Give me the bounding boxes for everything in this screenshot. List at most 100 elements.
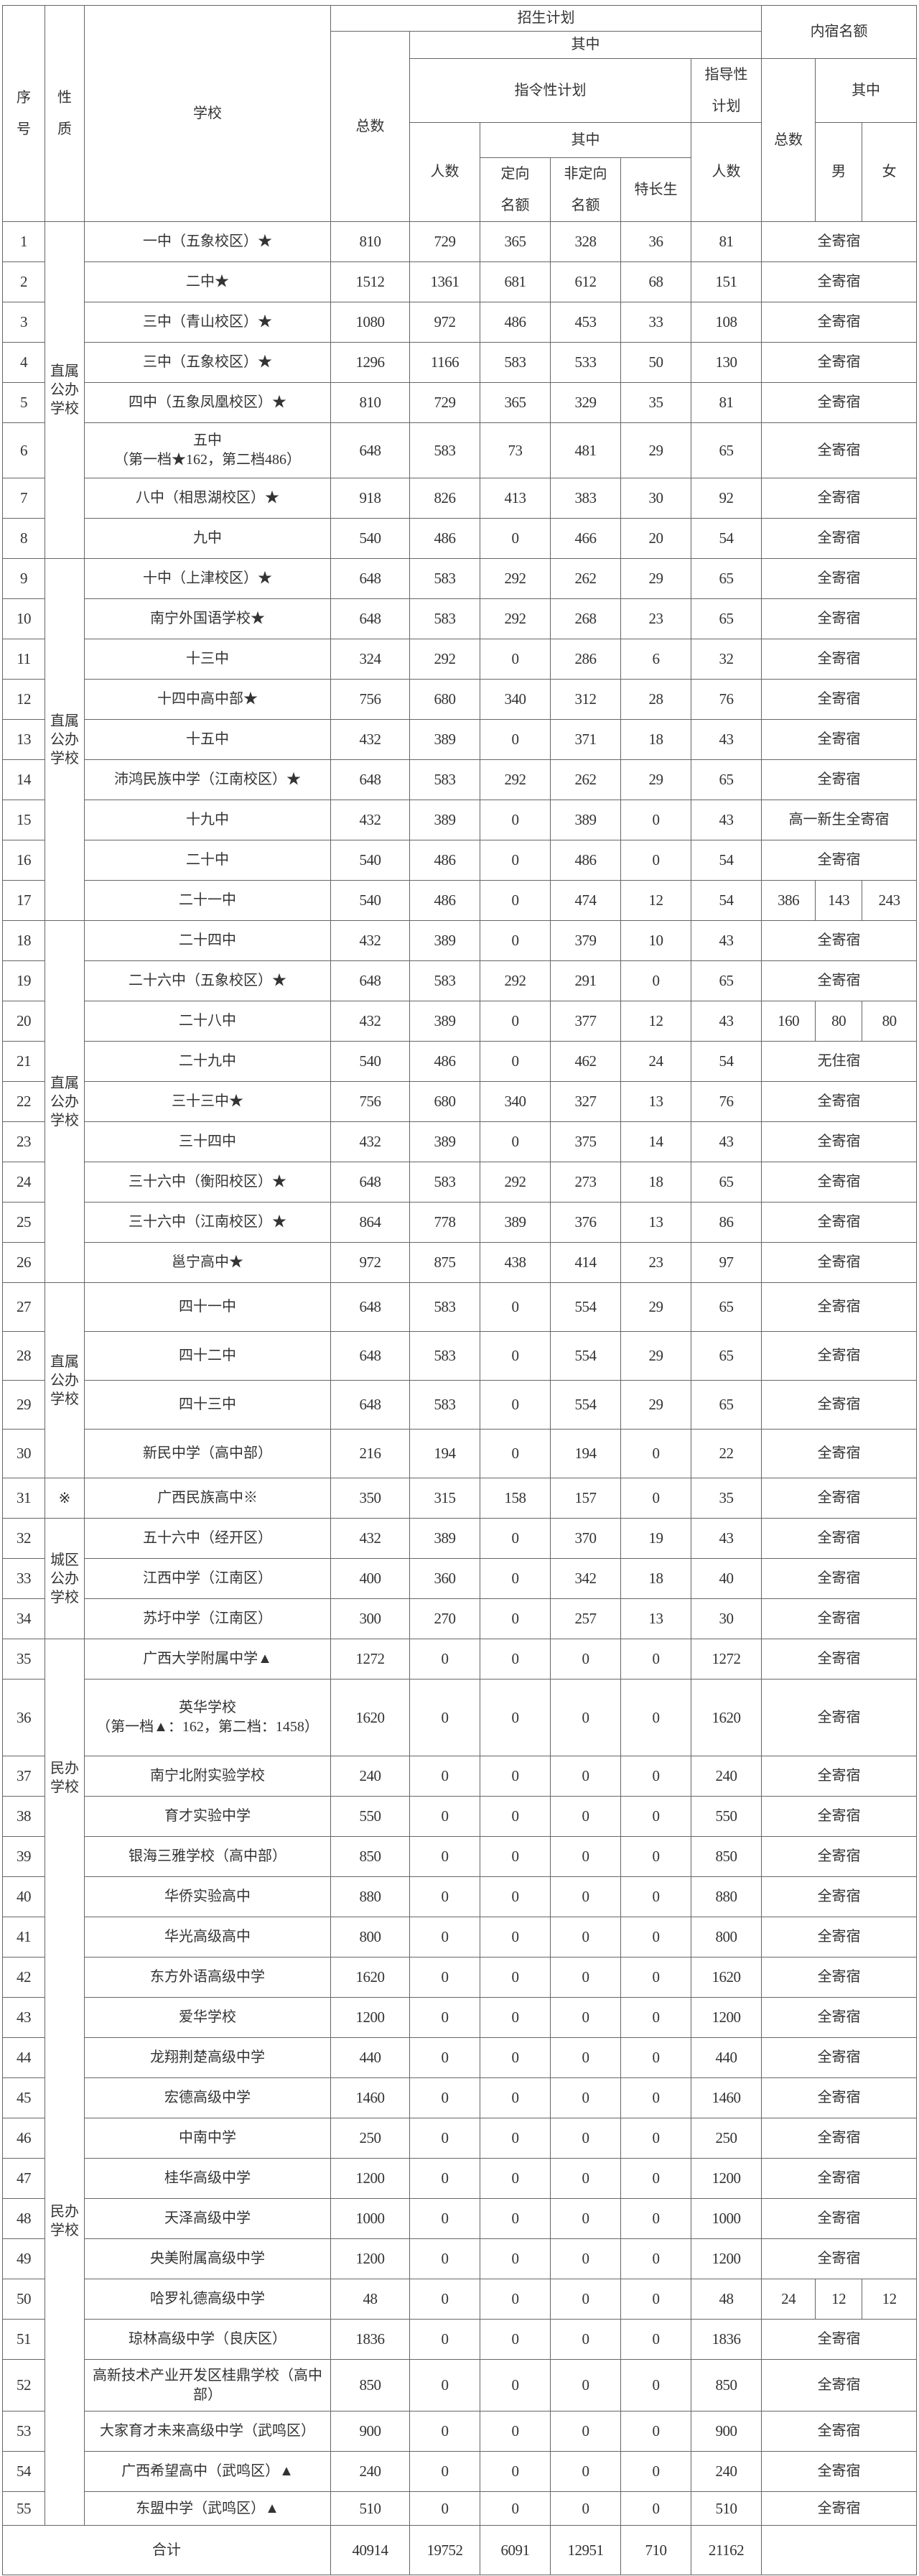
dorm-status-cell: 全寄宿 [761, 1478, 918, 1519]
school-cell: 桂华高级中学 [84, 2158, 331, 2199]
school-cell: 四中（五象凤凰校区）★ [84, 382, 331, 423]
guidance-count-cell: 30 [690, 1598, 762, 1639]
directive-count-cell: 389 [409, 1001, 480, 1042]
directive-count-cell: 680 [409, 679, 480, 720]
seq-cell: 21 [2, 1041, 45, 1082]
directive-count-cell: 0 [409, 1639, 480, 1680]
directive-count-cell: 680 [409, 1081, 480, 1122]
table-row: 46 中南中学 250 0 0 0 0 250 全寄宿 [2, 2118, 918, 2159]
school-name: 四十三中 [179, 1396, 236, 1412]
directive-count-cell: 0 [409, 1756, 480, 1797]
school-cell: 大家育才未来高级中学（武鸣区） [84, 2411, 331, 2452]
table-row: 26 邕宁高中★ 972 875 438 414 23 97 全寄宿 [2, 1242, 918, 1283]
school-name: 龙翔荆楚高级中学 [150, 2049, 265, 2065]
school-name: 九中 [193, 530, 222, 546]
directive-count-cell: 0 [409, 2491, 480, 2526]
table-row: 25 三十六中（江南校区）★ 864 778 389 376 13 86 全寄宿 [2, 1202, 918, 1243]
nature-cell: 民办学校 [45, 1639, 85, 1917]
targeted-cell: 0 [480, 800, 551, 840]
directive-count-cell: 583 [409, 422, 480, 478]
school-cell: 十九中 [84, 800, 331, 840]
school-cell: 邕宁高中★ [84, 1242, 331, 1283]
table-row: 31 ※ 广西民族高中※ 350 315 158 157 0 35 全寄宿 [2, 1478, 918, 1519]
special-cell: 0 [620, 2158, 691, 2199]
school-cell: 爱华学校 [84, 1997, 331, 2038]
seq-cell: 42 [2, 1957, 45, 1998]
table-row: 8 九中 540 486 0 466 20 54 全寄宿 [2, 518, 918, 559]
targeted-cell: 340 [480, 1081, 551, 1122]
table-row: 49 央美附属高级中学 1200 0 0 0 0 1200 全寄宿 [2, 2238, 918, 2279]
seq-cell: 29 [2, 1380, 45, 1430]
total-cell: 648 [330, 598, 410, 639]
school-cell: 三十六中（衡阳校区）★ [84, 1162, 331, 1203]
non-targeted-cell: 0 [550, 2319, 621, 2360]
school-name: 二十一中 [179, 892, 236, 908]
guidance-count-cell: 130 [690, 342, 762, 383]
guidance-count-cell: 1460 [690, 2077, 762, 2118]
directive-count-cell: 292 [409, 639, 480, 680]
school-name: 广西希望高中（武鸣区）▲ [121, 2463, 294, 2479]
table-row: 54 广西希望高中（武鸣区）▲ 240 0 0 0 0 240 全寄宿 [2, 2451, 918, 2492]
special-cell: 14 [620, 1121, 691, 1162]
non-targeted-cell: 453 [550, 302, 621, 343]
targeted-cell: 0 [480, 1518, 551, 1559]
dorm-male-cell: 143 [815, 880, 863, 921]
table-row: 12 十四中高中部★ 756 680 340 312 28 76 全寄宿 [2, 679, 918, 720]
dorm-status-cell: 全寄宿 [761, 1242, 918, 1283]
non-targeted-cell: 379 [550, 920, 621, 961]
header-female: 女 [862, 122, 918, 222]
guidance-count-cell: 65 [690, 1282, 762, 1332]
non-targeted-cell: 0 [550, 1796, 621, 1837]
header-seq: 序号 [2, 5, 45, 222]
seq-cell: 8 [2, 518, 45, 559]
non-targeted-cell: 342 [550, 1558, 621, 1599]
guidance-count-cell: 65 [690, 1162, 762, 1203]
table-row: 37 南宁北附实验学校 240 0 0 0 0 240 全寄宿 [2, 1756, 918, 1797]
dorm-status-cell: 全寄宿 [761, 679, 918, 720]
guidance-count-cell: 32 [690, 639, 762, 680]
seq-cell: 11 [2, 639, 45, 680]
directive-count-cell: 486 [409, 880, 480, 921]
dorm-status-cell: 全寄宿 [761, 382, 918, 423]
seq-cell: 39 [2, 1836, 45, 1877]
school-name: 英华学校 [179, 1700, 236, 1715]
school-name: 二十四中 [179, 932, 236, 948]
directive-count-cell: 0 [409, 2319, 480, 2360]
school-name: 东盟中学（武鸣区）▲ [136, 2500, 279, 2516]
dorm-status-cell: 全寄宿 [761, 840, 918, 881]
school-cell: 二十一中 [84, 880, 331, 921]
total-cell: 432 [330, 1001, 410, 1042]
special-cell: 28 [620, 679, 691, 720]
special-cell: 20 [620, 518, 691, 559]
non-targeted-cell: 0 [550, 2158, 621, 2199]
nature-cell: ※ [45, 1478, 85, 1519]
non-targeted-cell: 414 [550, 1242, 621, 1283]
seq-cell: 31 [2, 1478, 45, 1519]
table-row: 47 桂华高级中学 1200 0 0 0 0 1200 全寄宿 [2, 2158, 918, 2199]
school-name: 三十六中（衡阳校区）★ [129, 1174, 286, 1190]
dorm-status-cell: 全寄宿 [761, 759, 918, 800]
targeted-cell: 365 [480, 382, 551, 423]
nature-cell: 城区公办学校 [45, 1518, 85, 1639]
directive-count-cell: 583 [409, 1282, 480, 1332]
guidance-count-cell: 54 [690, 840, 762, 881]
table-row: 42 东方外语高级中学 1620 0 0 0 0 1620 全寄宿 [2, 1957, 918, 1998]
seq-cell: 54 [2, 2451, 45, 2492]
seq-cell: 38 [2, 1796, 45, 1837]
dorm-status-cell: 全寄宿 [761, 342, 918, 383]
dorm-total-cell: 24 [761, 2279, 816, 2320]
school-cell: 苏圩中学（江南区） [84, 1598, 331, 1639]
school-cell: 沛鸿民族中学（江南校区）★ [84, 759, 331, 800]
directive-count-cell: 729 [409, 221, 480, 262]
guidance-count-cell: 1200 [690, 2158, 762, 2199]
dorm-status-cell: 全寄宿 [761, 2319, 918, 2360]
table-row: 7 八中（相思湖校区）★ 918 826 413 383 30 92 全寄宿 [2, 478, 918, 519]
total-cell: 400 [330, 1558, 410, 1599]
total-cell: 1620 [330, 1957, 410, 1998]
non-targeted-cell: 0 [550, 2359, 621, 2411]
directive-count-cell: 270 [409, 1598, 480, 1639]
total-cell: 648 [330, 1162, 410, 1203]
non-targeted-cell: 554 [550, 1282, 621, 1332]
seq-cell: 17 [2, 880, 45, 921]
total-cell: 1200 [330, 2158, 410, 2199]
